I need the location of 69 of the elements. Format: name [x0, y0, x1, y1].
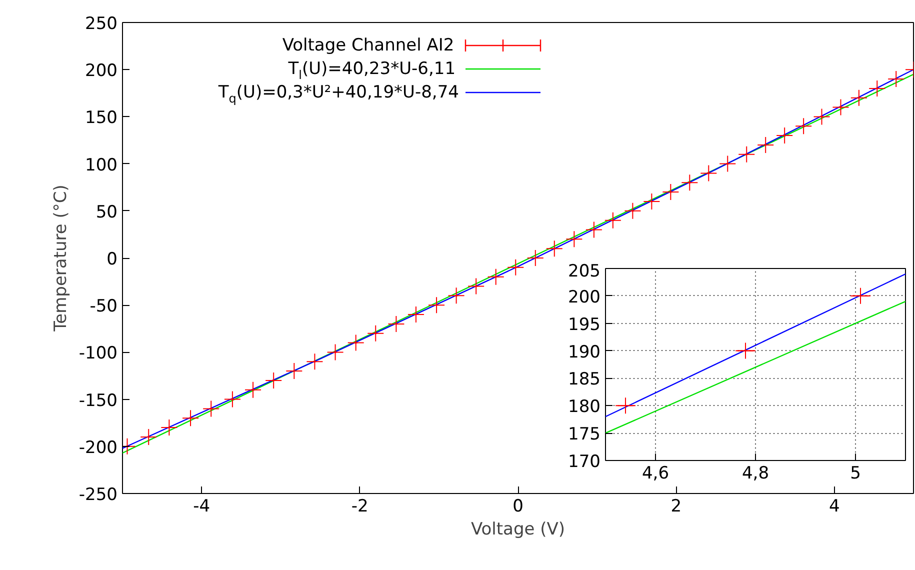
- y-tick-label: 0: [106, 250, 118, 270]
- point: [388, 315, 405, 332]
- y-tick-label: 50: [96, 202, 118, 222]
- x-tick-label: -2: [351, 496, 368, 516]
- point: [407, 306, 424, 324]
- point: [832, 98, 850, 116]
- x-tick-label: 0: [512, 496, 524, 516]
- x-tick-label: 5: [850, 464, 861, 484]
- point: [140, 428, 158, 446]
- point: [224, 390, 241, 408]
- point: [700, 164, 718, 182]
- point: [719, 155, 736, 172]
- point: [738, 146, 756, 163]
- x-tick-label: 4: [828, 496, 840, 516]
- y-tick-label: 195: [568, 314, 601, 335]
- y-tick-label: -50: [90, 296, 118, 317]
- y-tick-label: 250: [85, 14, 118, 34]
- point: [347, 334, 364, 352]
- y-tick-label: 175: [568, 424, 601, 445]
- y-tick-label: 180: [568, 397, 601, 418]
- y-axis-title: Temperature (°C): [50, 184, 71, 332]
- y-tick-label: -200: [78, 438, 118, 458]
- point: [507, 258, 524, 276]
- point: [546, 240, 563, 258]
- y-tick-label: 200: [568, 287, 601, 308]
- point: [566, 230, 583, 248]
- x-axis-title: Voltage (V): [470, 520, 566, 540]
- point: [326, 344, 344, 361]
- point: [850, 89, 868, 106]
- point: [888, 70, 905, 88]
- point: [795, 118, 812, 135]
- point: [448, 287, 465, 304]
- legend-label: Voltage Channel AI2: [282, 36, 454, 56]
- x-tick-label: 2: [670, 496, 682, 516]
- y-tick-label: 100: [85, 155, 118, 176]
- point: [487, 268, 504, 286]
- y-tick-label: 185: [568, 370, 601, 390]
- point: [160, 419, 178, 436]
- y-tick-label: 170: [568, 452, 601, 472]
- point: [585, 221, 602, 238]
- point: [526, 250, 544, 266]
- x-tick-label: 4,6: [642, 464, 670, 484]
- point: [604, 212, 622, 229]
- point: [182, 410, 200, 427]
- point: [428, 296, 446, 314]
- y-tick-label: 200: [85, 61, 118, 82]
- point: [306, 353, 324, 370]
- point: [265, 372, 282, 389]
- point: [643, 192, 660, 210]
- point: [202, 400, 220, 418]
- y-tick-label: 150: [85, 108, 118, 128]
- point: [662, 184, 680, 201]
- point: [681, 174, 698, 192]
- y-tick-label: -100: [78, 344, 118, 364]
- point: [776, 127, 794, 144]
- point: [813, 108, 830, 126]
- y-tick-label: 190: [568, 342, 601, 362]
- point: [868, 80, 886, 97]
- point: [367, 324, 384, 342]
- y-tick-label: 205: [568, 262, 601, 282]
- point: [244, 381, 262, 398]
- x-tick-label: -4: [193, 496, 210, 516]
- point: [286, 362, 303, 380]
- point: [624, 202, 642, 220]
- x-tick-label: 4,8: [742, 464, 770, 484]
- y-tick-label: -250: [78, 485, 118, 505]
- point: [757, 136, 774, 154]
- point: [468, 278, 485, 295]
- y-tick-label: -150: [78, 390, 118, 411]
